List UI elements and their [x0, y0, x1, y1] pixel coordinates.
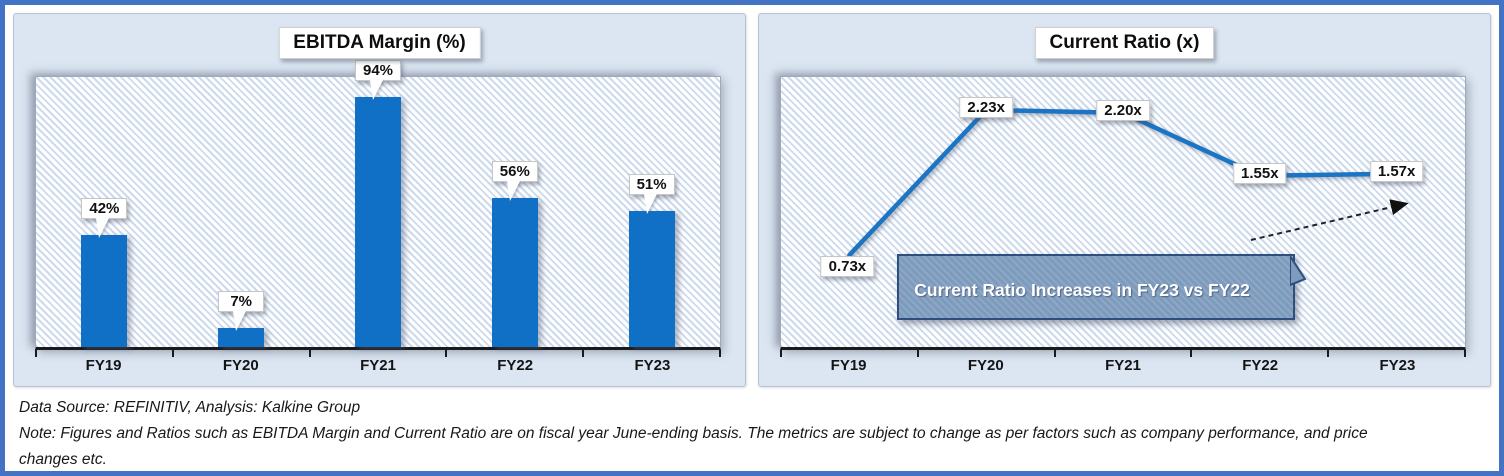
callout-banner: Current Ratio Increases in FY23 vs FY22	[897, 254, 1307, 320]
charts-row: EBITDA Margin (%) 42% 7% 94% 56% 51% FY19 FY2…	[5, 5, 1499, 387]
figure-footnotes: Data Source: REFINITIV, Analysis: Kalkin…	[5, 387, 1499, 471]
chart-title-ebitda: EBITDA Margin (%)	[278, 27, 481, 59]
x-tick-label-fy21: FY21	[360, 357, 396, 374]
x-axis-tick	[1464, 350, 1466, 357]
bar-fy20	[218, 328, 265, 347]
data-label-fy19: 0.73x	[820, 256, 875, 278]
x-axis-tick	[171, 350, 174, 357]
chart-panel-ebitda-margin: EBITDA Margin (%) 42% 7% 94% 56% 51% FY19 FY2…	[13, 13, 746, 387]
data-label-fy21: 94%	[354, 60, 402, 100]
data-label-fy21: 2.20x	[1096, 99, 1150, 121]
data-label-fy23: 1.57x	[1369, 160, 1424, 182]
callout-banner-text: Current Ratio Increases in FY23 vs FY22	[914, 279, 1250, 300]
data-label-fy22: 56%	[491, 161, 538, 201]
x-tick-label-fy21: FY21	[1105, 357, 1141, 374]
x-tick-label-fy19: FY19	[830, 357, 867, 374]
bar-fy22	[491, 198, 538, 347]
data-label-pointer	[643, 194, 657, 214]
x-axis-tick	[308, 350, 311, 357]
data-label-fy23: 51%	[628, 174, 675, 214]
x-tick-label-fy22: FY22	[497, 357, 534, 374]
data-label-pointer	[96, 218, 110, 238]
x-axis-tick	[1053, 350, 1056, 357]
x-tick-label-fy22: FY22	[1242, 357, 1279, 374]
x-tick-label-fy23: FY23	[1379, 357, 1416, 374]
data-label-fy19: 42%	[81, 198, 128, 238]
x-tick-label-fy19: FY19	[85, 357, 122, 374]
x-axis-tick	[445, 350, 448, 357]
data-label-fy20: 7%	[218, 291, 265, 331]
x-axis-tick	[35, 350, 37, 357]
x-axis-tick	[719, 350, 721, 357]
x-axis-labels-current-ratio: FY19 FY20 FY21 FY22 FY23	[780, 355, 1466, 381]
x-tick-label-fy20: FY20	[967, 357, 1004, 374]
x-tick-label-fy20: FY20	[222, 357, 259, 374]
chart-title-current-ratio: Current Ratio (x)	[1034, 27, 1215, 59]
data-label-pointer	[506, 181, 520, 201]
bar-fy19	[81, 235, 128, 347]
chart-panel-current-ratio: Current Ratio (x) Current Ratio Increase…	[758, 13, 1491, 387]
x-tick-label-fy23: FY23	[634, 357, 671, 374]
current-ratio-trend-line	[847, 107, 1399, 258]
data-label-fy22: 1.55x	[1233, 162, 1287, 184]
plot-area-ebitda: 42% 7% 94% 56% 51%	[35, 60, 721, 357]
x-axis-tick	[1327, 350, 1330, 357]
dashed-increase-arrow	[1250, 199, 1409, 241]
fiscal-year-note: Note: Figures and Ratios such as EBITDA …	[19, 425, 1368, 468]
bar-fy21	[355, 97, 401, 347]
plot-area-current-ratio: Current Ratio Increases in FY23 vs FY22 …	[780, 76, 1466, 357]
data-label-pointer	[233, 311, 247, 331]
x-axis-tick	[582, 350, 585, 357]
data-source-note: Data Source: REFINITIV, Analysis: Kalkin…	[19, 399, 361, 416]
data-label-pointer	[370, 80, 384, 100]
data-label-fy20: 2.23x	[959, 96, 1013, 118]
callout-notch-icon	[1289, 254, 1307, 287]
x-axis-tick	[916, 350, 919, 357]
x-axis-labels-ebitda: FY19 FY20 FY21 FY22 FY23	[35, 355, 721, 381]
x-axis-tick	[1190, 350, 1193, 357]
x-axis-tick	[780, 350, 782, 357]
bar-fy23	[628, 211, 675, 347]
